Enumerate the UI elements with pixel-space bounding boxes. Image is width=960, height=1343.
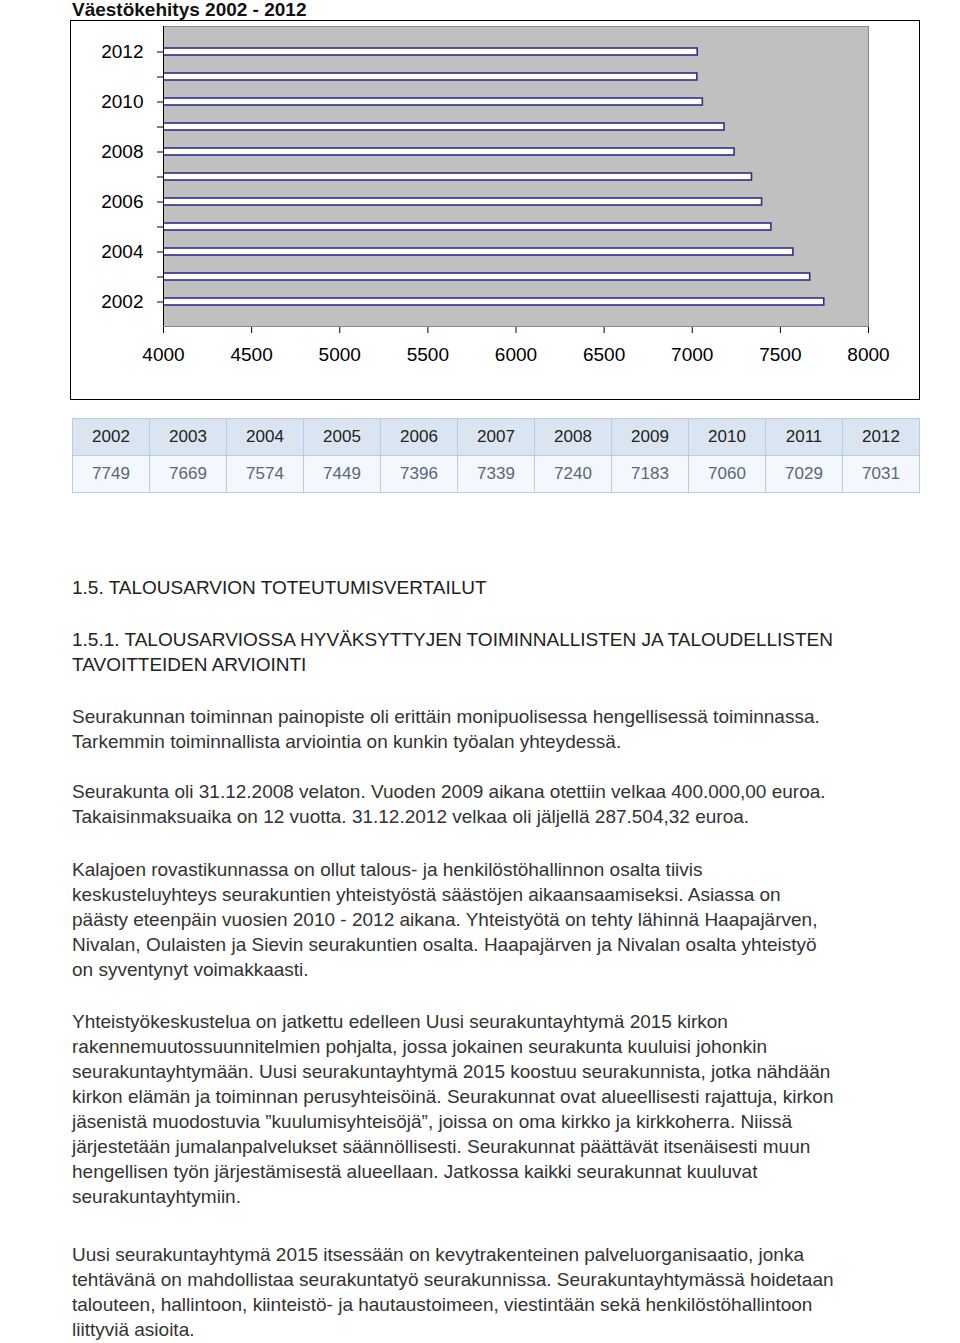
html-text:7396: 7396 [400, 464, 438, 483]
html-text:2006: 2006 [400, 427, 438, 446]
html-text:1.5.1. TALOUSARVIOSSA HYVÄKSYT: 1.5.1. TALOUSARVIOSSA HYVÄKSYTTYJEN TOIM… [72, 629, 833, 650]
html-text:Seurakunta oli 31.12.2008 vela: Seurakunta oli 31.12.2008 velaton. Vuode… [72, 781, 826, 802]
html-text:Uusi seurakuntayhtymä 2015 its: Uusi seurakuntayhtymä 2015 itsessään on … [72, 1244, 804, 1265]
html-text:Nivalan, Oulaisten ja Sievin s: Nivalan, Oulaisten ja Sievin seurakuntie… [72, 934, 817, 955]
svg-text:7000: 7000 [671, 344, 713, 365]
html-text:7749: 7749 [92, 464, 130, 483]
html-text:keskusteluyhteys seurakuntien: keskusteluyhteys seurakuntien yhteistyös… [72, 884, 781, 905]
html-text:7060: 7060 [708, 464, 746, 483]
svg-text:4000: 4000 [142, 344, 184, 365]
html-text:2011: 2011 [785, 427, 823, 446]
svg-text:2004: 2004 [101, 241, 144, 262]
html-text:järjestetään jumalanpalvelukse: järjestetään jumalanpalvelukset säännöll… [72, 1136, 811, 1157]
svg-text:2006: 2006 [101, 191, 143, 212]
svg-text:5500: 5500 [407, 344, 449, 365]
html-text:7240: 7240 [554, 464, 592, 483]
html-text:7183: 7183 [631, 464, 669, 483]
html-text:2004: 2004 [246, 427, 284, 446]
svg-text:2010: 2010 [101, 91, 143, 112]
svg-text:2002: 2002 [101, 291, 143, 312]
html-text:7449: 7449 [323, 464, 361, 483]
html-text:2005: 2005 [323, 427, 361, 446]
html-text:on syventynyt voimakkaasti.: on syventynyt voimakkaasti. [72, 959, 309, 980]
html-text:seurakuntayhtymiin.: seurakuntayhtymiin. [72, 1186, 241, 1207]
html-text:TAVOITTEIDEN ARVIOINTI: TAVOITTEIDEN ARVIOINTI [72, 654, 307, 675]
html-text:liittyviä asioita.: liittyviä asioita. [72, 1319, 195, 1340]
html-text:Tarkemmin toiminnallista arvio: Tarkemmin toiminnallista arviointia on k… [72, 731, 622, 752]
html-text:7574: 7574 [246, 464, 284, 483]
svg-text:5000: 5000 [319, 344, 361, 365]
svg-text:8000: 8000 [847, 344, 889, 365]
html-text:2007: 2007 [477, 427, 515, 446]
svg-text:6500: 6500 [583, 344, 625, 365]
svg-text:2012: 2012 [101, 41, 143, 62]
html-text:1.5. TALOUSARVION TOTEUTUMISVE: 1.5. TALOUSARVION TOTEUTUMISVERTAILUT [72, 577, 487, 598]
html-text:2009: 2009 [631, 427, 669, 446]
html-text:7031: 7031 [862, 464, 900, 483]
svg-text:6000: 6000 [495, 344, 537, 365]
html-text:7669: 7669 [169, 464, 207, 483]
html-text:Seurakunnan toiminnan painopis: Seurakunnan toiminnan painopiste oli eri… [72, 706, 820, 727]
html-text:2008: 2008 [554, 427, 592, 446]
html-text:2003: 2003 [169, 427, 207, 446]
html-text:7029: 7029 [785, 464, 823, 483]
html-text:Väestökehitys 2002 - 2012: Väestökehitys 2002 - 2012 [72, 0, 307, 20]
svg-text:4500: 4500 [230, 344, 272, 365]
html-text:tehtävänä on mahdollistaa seur: tehtävänä on mahdollistaa seurakuntatyö … [72, 1269, 834, 1290]
html-text:rakennemuutossuunnitelmien poh: rakennemuutossuunnitelmien pohjalta, jos… [72, 1036, 767, 1057]
html-text:2010: 2010 [708, 427, 746, 446]
html-text:päästy eteenpäin vuosien 2010: päästy eteenpäin vuosien 2010 - 2012 aik… [72, 909, 818, 930]
html-text:hengellisen työn järjestämises: hengellisen työn järjestämisestä alueell… [72, 1161, 758, 1182]
html-text:2002: 2002 [92, 427, 130, 446]
html-text:talouteen, hallintoon, kiintei: talouteen, hallintoon, kiinteistö- ja ha… [72, 1294, 813, 1315]
html-text:Kalajoen rovastikunnassa on ol: Kalajoen rovastikunnassa on ollut talous… [72, 859, 703, 880]
html-text:seurakuntayhtymään. Uusi seura: seurakuntayhtymään. Uusi seurakuntayhtym… [72, 1061, 831, 1082]
svg-text:2008: 2008 [101, 141, 143, 162]
html-text:kirkon elämän ja toiminnan per: kirkon elämän ja toiminnan perusyhteisöi… [72, 1086, 834, 1107]
html-text:7339: 7339 [477, 464, 515, 483]
html-text:jäsenistä muodostuvia ”kuulumi: jäsenistä muodostuvia ”kuulumisyhteisöjä… [72, 1111, 793, 1132]
svg-text:7500: 7500 [759, 344, 801, 365]
html-text:Takaisinmaksuaika on 12 vuotta: Takaisinmaksuaika on 12 vuotta. 31.12.20… [72, 806, 750, 827]
html-text:Yhteistyökeskustelua on jatket: Yhteistyökeskustelua on jatkettu edellee… [72, 1011, 728, 1032]
html-text:2012: 2012 [862, 427, 900, 446]
